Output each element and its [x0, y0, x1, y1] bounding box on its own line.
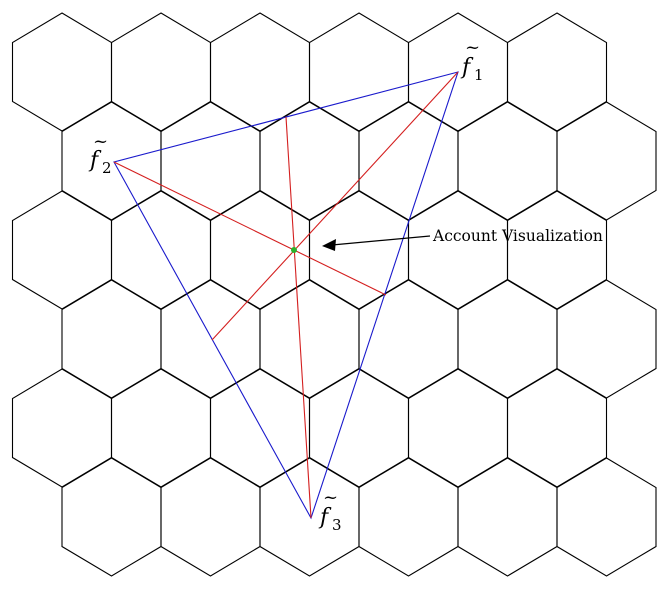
hexagon-cell — [506, 190, 608, 310]
label-subscript: 1 — [474, 66, 484, 84]
label-letter: f — [460, 55, 474, 80]
label-subscript: 2 — [102, 159, 112, 177]
hexagon-cell — [506, 368, 608, 488]
median-f1 — [211, 71, 459, 341]
hexagon-cell — [160, 457, 261, 577]
annotation-label: Account Visualization — [432, 227, 603, 245]
hexagon-cell — [457, 101, 558, 221]
hexagon-cell — [259, 279, 360, 399]
median-f2 — [113, 161, 387, 296]
centroid-triangle — [113, 71, 459, 520]
hexagon-cell — [11, 368, 113, 488]
hexagon-cell — [457, 279, 558, 399]
hexagon-cell — [61, 457, 162, 577]
annotation-arrow — [331, 235, 431, 246]
hexagon-cell — [308, 368, 410, 488]
hexagon-cell — [358, 101, 459, 221]
hexagon-cell — [11, 190, 113, 310]
hexagon-cell — [61, 279, 162, 399]
label-subscript: 3 — [332, 516, 342, 534]
arrowhead-icon — [322, 239, 336, 251]
tilde-mark: ~ — [323, 487, 338, 508]
hexagon-cell — [110, 190, 212, 310]
hexagon-cell — [209, 12, 311, 132]
annotation: Account Visualization — [322, 227, 603, 251]
hexagon-cell — [358, 457, 459, 577]
hexagon-cell — [110, 368, 212, 488]
label-letter: f — [318, 505, 332, 530]
hexagon-cell — [11, 12, 113, 132]
hexagon-cell — [110, 12, 212, 132]
hexagon-cell — [160, 101, 261, 221]
vertex-label-f2: ~ f 2 — [88, 131, 112, 177]
hexagon-cell — [407, 190, 509, 310]
hexagon-cell — [506, 12, 608, 132]
centroid-point — [291, 247, 297, 253]
hexagon-cell — [259, 457, 360, 577]
hexagon-cell — [556, 279, 657, 399]
hexagon-grid — [11, 12, 657, 577]
median-f3 — [285, 116, 312, 519]
hexagon-cell — [556, 101, 657, 221]
blue-triangle — [113, 71, 459, 520]
vertex-label-f1: ~ f 1 — [460, 37, 484, 84]
hexagon-cell — [407, 368, 509, 488]
hexagon-cell — [457, 457, 558, 577]
tilde-mark: ~ — [93, 131, 108, 152]
hexagon-cell — [209, 368, 311, 488]
vertex-label-f3: ~ f 3 — [318, 487, 342, 534]
hexagon-cell — [308, 12, 410, 132]
hexagon-cell — [358, 279, 459, 399]
hexagon-cell — [160, 279, 261, 399]
hexagon-cell — [556, 457, 657, 577]
tilde-mark: ~ — [465, 37, 480, 58]
hexagon-cell — [308, 190, 410, 310]
